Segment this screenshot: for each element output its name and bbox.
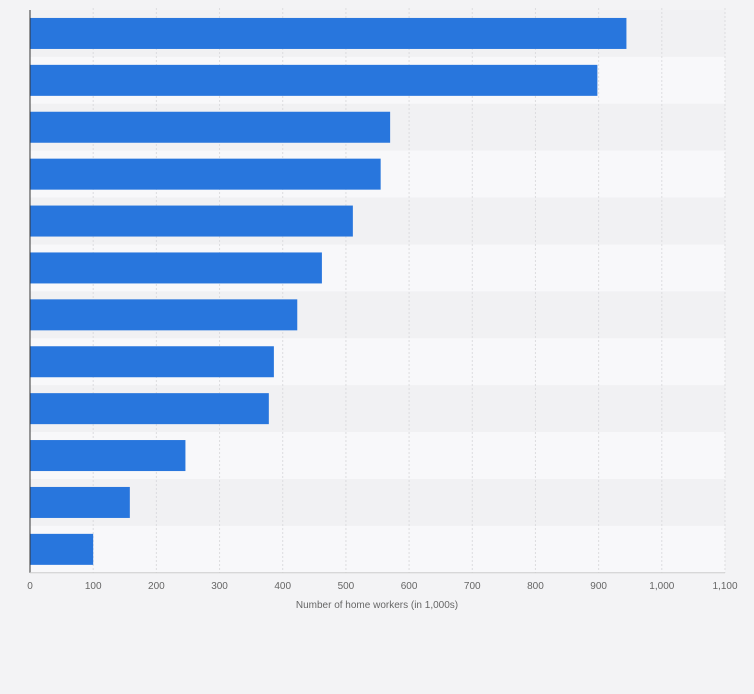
x-tick-label: 600 bbox=[401, 581, 418, 592]
x-tick-label: 500 bbox=[338, 581, 355, 592]
bar[interactable] bbox=[30, 205, 353, 237]
x-tick-labels: 0 100 200 300 400 500 600 700 800 900 1,000 1,100 bbox=[27, 581, 738, 592]
bars bbox=[30, 17, 627, 565]
x-tick-label: 900 bbox=[590, 581, 607, 592]
x-tick-label: 300 bbox=[211, 581, 228, 592]
x-tick-label: 100 bbox=[85, 581, 102, 592]
x-tick-label: 800 bbox=[527, 581, 544, 592]
axes bbox=[29, 10, 725, 574]
x-tick-label: 200 bbox=[148, 581, 165, 592]
x-tick-label: 1,100 bbox=[712, 581, 737, 592]
bar[interactable] bbox=[30, 111, 391, 143]
row-band bbox=[30, 479, 725, 526]
x-tick-label: 700 bbox=[464, 581, 481, 592]
bar[interactable] bbox=[30, 346, 274, 378]
x-tick-label: 0 bbox=[27, 581, 33, 592]
x-tick-label: 1,000 bbox=[649, 581, 674, 592]
bar[interactable] bbox=[30, 393, 269, 425]
bar[interactable] bbox=[30, 17, 627, 49]
x-tick-label: 400 bbox=[274, 581, 291, 592]
bar[interactable] bbox=[30, 486, 130, 518]
bar[interactable] bbox=[30, 252, 322, 284]
bar[interactable] bbox=[30, 64, 598, 96]
row-band bbox=[30, 525, 725, 573]
x-axis-label: Number of home workers (in 1,000s) bbox=[296, 600, 458, 611]
bar[interactable] bbox=[30, 299, 298, 331]
bar[interactable] bbox=[30, 533, 94, 565]
bar[interactable] bbox=[30, 158, 381, 190]
bar[interactable] bbox=[30, 440, 186, 472]
